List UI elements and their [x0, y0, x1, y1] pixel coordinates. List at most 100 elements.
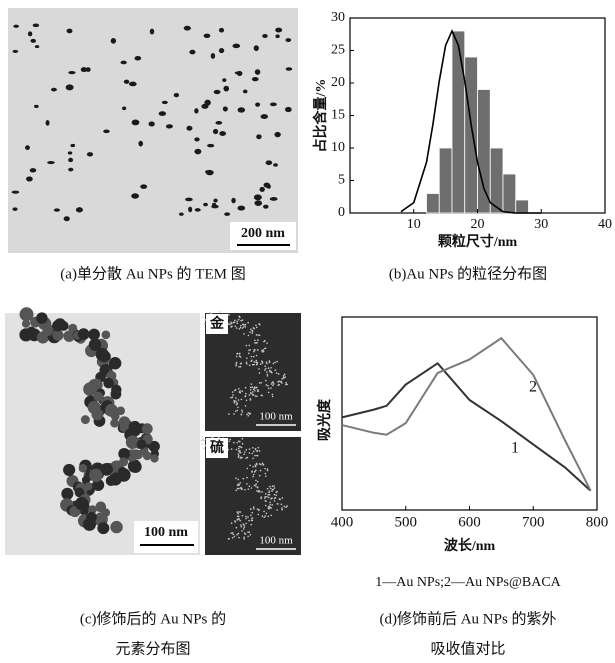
speck	[253, 507, 255, 510]
speck	[245, 515, 247, 518]
speck	[246, 363, 248, 365]
speck	[235, 401, 238, 403]
speck	[255, 479, 257, 482]
speck	[256, 490, 258, 492]
speck	[264, 467, 266, 470]
speck	[242, 326, 245, 328]
speck	[260, 497, 262, 500]
speck	[236, 487, 239, 490]
speck	[264, 367, 267, 370]
curve-label: 2	[529, 379, 537, 396]
speck	[200, 439, 203, 442]
particle	[136, 439, 147, 450]
speck	[235, 364, 237, 367]
speck	[286, 505, 288, 507]
speck	[247, 334, 250, 337]
speck	[258, 462, 261, 465]
speck	[248, 519, 250, 522]
scale-bar-label: 100 nm	[259, 535, 293, 547]
speck	[236, 515, 239, 518]
speck	[251, 363, 254, 366]
speck	[252, 475, 254, 478]
particle	[45, 119, 50, 126]
speck	[281, 508, 283, 511]
particle	[58, 320, 69, 331]
particle	[285, 38, 292, 43]
speck	[240, 413, 243, 416]
speck	[238, 455, 240, 457]
speck	[274, 496, 277, 499]
speck	[233, 401, 236, 404]
speck	[266, 373, 269, 376]
speck	[243, 453, 245, 456]
speck	[240, 524, 242, 526]
speck	[236, 409, 239, 412]
speck	[249, 389, 252, 391]
x-tick-label: 700	[522, 514, 545, 530]
speck	[230, 532, 233, 534]
speck	[235, 355, 238, 358]
particle	[108, 357, 122, 370]
speck	[270, 387, 272, 389]
particle	[65, 84, 74, 91]
speck	[238, 518, 241, 520]
curve-label: 1	[511, 440, 519, 457]
element-label: 金	[209, 315, 225, 332]
series-line	[341, 336, 592, 492]
speck	[241, 488, 243, 491]
speck	[279, 498, 281, 501]
caption: (d)修饰前后 Au NPs 的紫外	[379, 610, 556, 627]
speck	[237, 512, 239, 515]
particle	[274, 131, 281, 138]
particle	[203, 33, 211, 38]
speck	[258, 372, 261, 374]
x-axis-label: 波长/nm	[444, 537, 496, 554]
speck	[238, 352, 241, 355]
particle	[234, 71, 243, 75]
speck	[286, 383, 288, 386]
speck	[239, 511, 242, 513]
speck	[273, 487, 276, 489]
particle	[232, 43, 241, 49]
speck	[271, 490, 273, 492]
particle	[269, 197, 278, 201]
speck	[201, 443, 203, 445]
speck	[230, 326, 233, 328]
particle	[212, 128, 219, 135]
particle	[118, 416, 131, 428]
speck	[256, 508, 259, 510]
particle	[222, 106, 228, 112]
speck	[269, 501, 271, 504]
speck	[232, 394, 234, 396]
speck	[258, 509, 260, 512]
particle	[194, 108, 199, 114]
particle	[89, 468, 103, 483]
particle	[61, 487, 74, 500]
speck	[231, 396, 234, 398]
speck	[265, 361, 268, 363]
speck	[251, 386, 254, 388]
x-tick-label: 600	[458, 514, 481, 530]
particle	[222, 78, 227, 82]
speck	[211, 436, 214, 439]
speck	[238, 366, 240, 368]
particle	[50, 87, 57, 92]
speck	[240, 319, 242, 322]
caption: 元素分布图	[115, 640, 190, 657]
particle	[68, 157, 74, 163]
speck	[239, 451, 242, 454]
caption: (b)Au NPs 的粒径分布图	[389, 265, 547, 282]
speck	[243, 538, 245, 540]
particle	[218, 27, 225, 33]
particle	[27, 31, 33, 37]
scale-bar-label: 100 nm	[259, 411, 293, 423]
speck	[249, 464, 251, 467]
speck	[255, 359, 258, 362]
speck	[255, 483, 257, 485]
speck	[272, 384, 274, 387]
bar	[464, 56, 478, 214]
x-tick-label: 40	[598, 217, 612, 232]
particle	[231, 197, 236, 204]
speck	[236, 320, 239, 323]
speck	[238, 355, 241, 357]
